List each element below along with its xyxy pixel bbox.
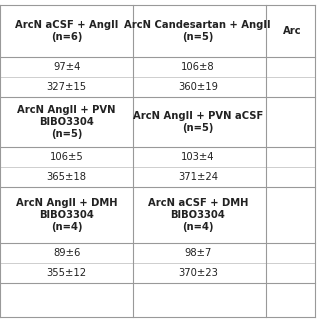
Text: 355±12: 355±12 [47, 268, 87, 278]
Text: 370±23: 370±23 [178, 268, 218, 278]
Text: ArcN AngII + DMH
BIBO3304
(n=4): ArcN AngII + DMH BIBO3304 (n=4) [16, 198, 117, 232]
Text: ArcN Candesartan + AngII
(n=5): ArcN Candesartan + AngII (n=5) [124, 20, 271, 42]
Text: ArcN AngII + PVN aCSF
(n=5): ArcN AngII + PVN aCSF (n=5) [133, 111, 263, 133]
Text: 98±7: 98±7 [184, 248, 212, 258]
Text: 371±24: 371±24 [178, 172, 218, 182]
Text: 106±5: 106±5 [50, 152, 84, 162]
Text: 97±4: 97±4 [53, 62, 80, 72]
Text: 365±18: 365±18 [47, 172, 87, 182]
Text: Arc: Arc [283, 26, 301, 36]
Text: 106±8: 106±8 [181, 62, 215, 72]
Text: ArcN AngII + PVN
BIBO3304
(n=5): ArcN AngII + PVN BIBO3304 (n=5) [17, 105, 116, 139]
Text: ArcN aCSF + DMH
BIBO3304
(n=4): ArcN aCSF + DMH BIBO3304 (n=4) [148, 198, 248, 232]
Text: 327±15: 327±15 [47, 82, 87, 92]
Text: 103±4: 103±4 [181, 152, 214, 162]
Text: 89±6: 89±6 [53, 248, 80, 258]
Text: ArcN aCSF + AngII
(n=6): ArcN aCSF + AngII (n=6) [15, 20, 118, 42]
Text: 360±19: 360±19 [178, 82, 218, 92]
